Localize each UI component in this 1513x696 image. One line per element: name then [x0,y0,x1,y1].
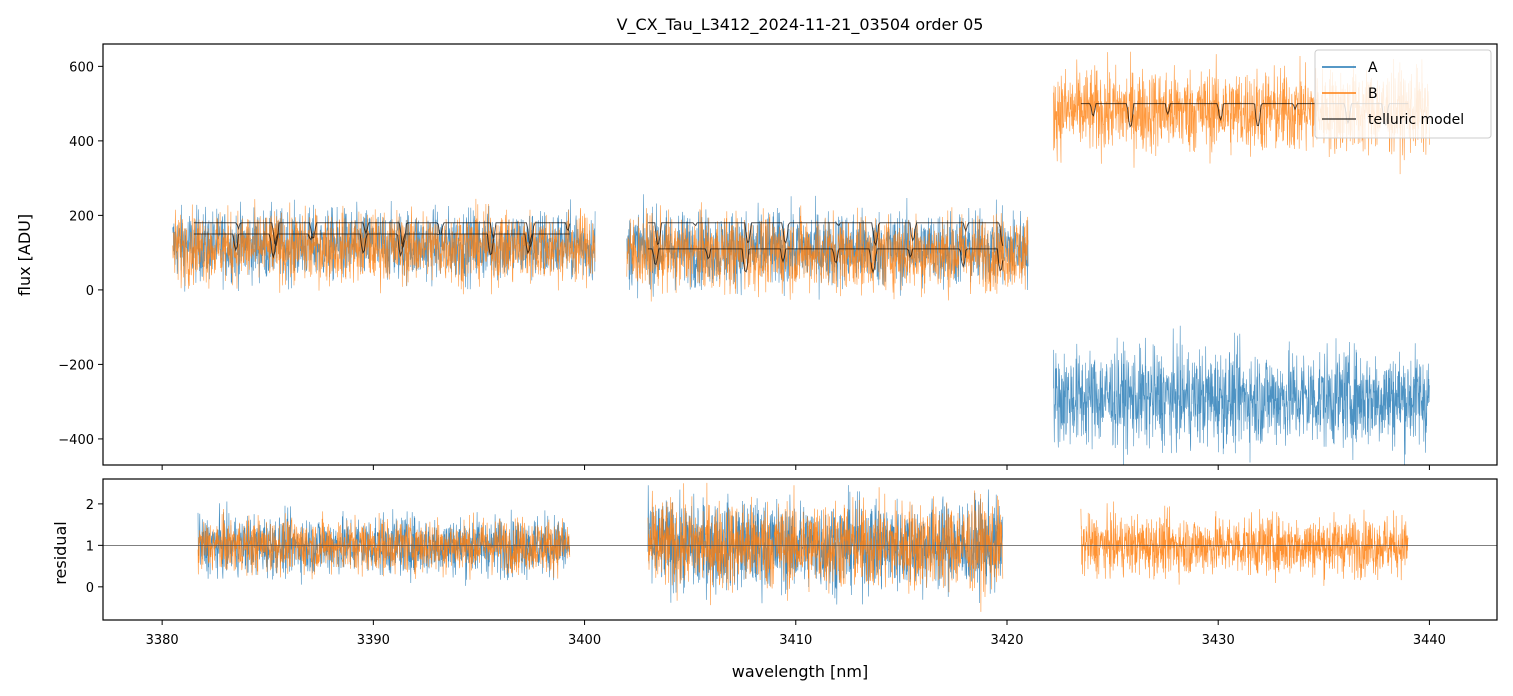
flux-x-ticks [161,465,1430,470]
flux-axes-frame [102,43,1498,466]
flux-line-a-2 [1053,325,1430,465]
legend-label-telluric: telluric model [1368,112,1464,128]
flux-line-b-0 [172,198,596,295]
legend-label-a: A [1368,60,1378,76]
residual-y-axis-label: residual [51,521,70,584]
flux-y-ticks: −400 −200 0 200 400 600 [58,60,103,448]
flux-line-telluric-1 [647,222,1004,274]
flux-line-telluric-0 [193,222,571,259]
chart-title: V_CX_Tau_L3412_2024-11-21_03504 order 05 [617,15,984,35]
residual-line-b-2 [1080,501,1409,586]
x-tick-label: 3390 [357,633,390,648]
residual-x-ticks: 3380 3390 3400 3410 3420 3430 3440 [146,620,1446,648]
x-tick-label: 3400 [568,633,601,648]
x-tick-label: 3430 [1202,633,1235,648]
legend-label-b: B [1368,86,1378,102]
flux-y-tick-label: 200 [69,209,94,224]
flux-y-tick-label: 0 [86,284,94,299]
x-tick-label: 3380 [146,633,179,648]
residual-y-tick-label: 1 [86,539,94,554]
residual-y-ticks: 0 1 2 [86,498,103,596]
residual-y-tick-label: 2 [86,498,94,513]
flux-y-tick-label: 600 [69,60,94,75]
residual-y-tick-label: 0 [86,581,94,596]
legend: A B telluric model [1314,49,1492,139]
residual-line-b-0 [197,508,571,580]
residual-plot-area [103,482,1497,612]
flux-y-tick-label: −400 [58,433,94,448]
flux-y-axis-label: flux [ADU] [15,214,34,296]
x-tick-label: 3420 [990,633,1023,648]
x-tick-label: 3410 [779,633,812,648]
residual-axes-frame [102,478,1498,621]
x-tick-label: 3440 [1413,633,1446,648]
x-axis-label: wavelength [nm] [732,662,869,681]
flux-y-tick-label: −200 [58,358,94,373]
flux-y-tick-label: 400 [69,135,94,150]
residual-line-b-1 [647,482,1004,612]
